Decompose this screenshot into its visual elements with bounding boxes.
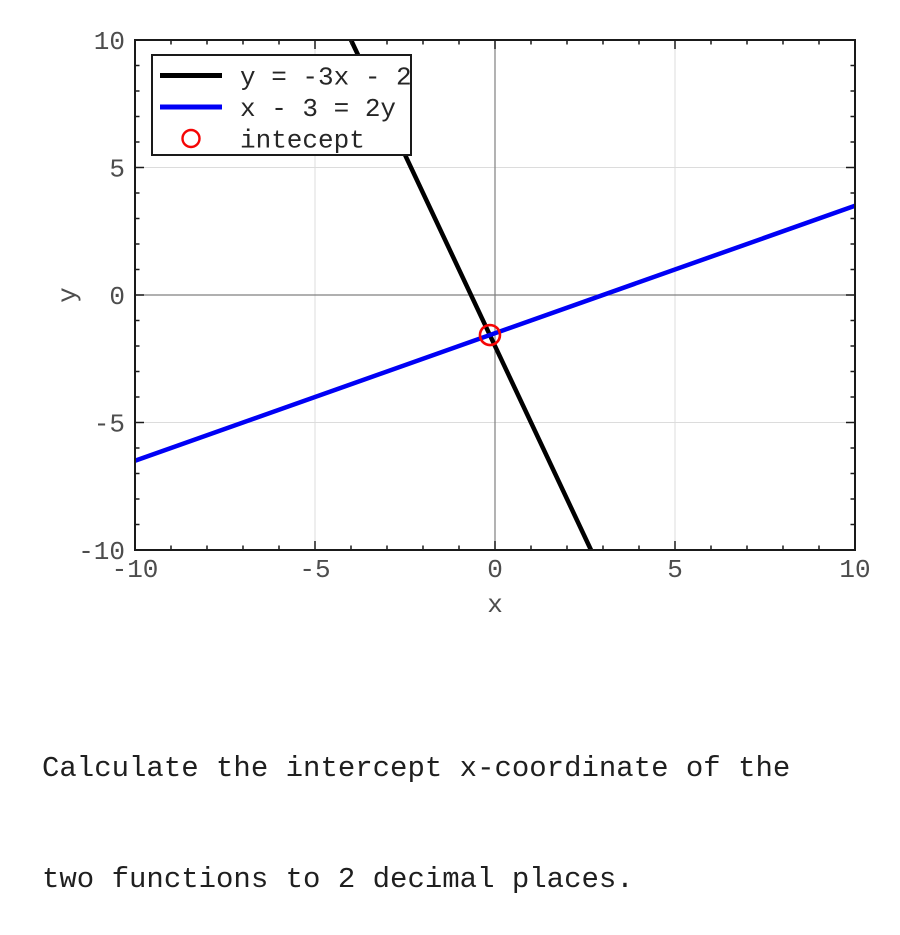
legend-intercept-marker-icon (181, 128, 201, 149)
x-axis-label: x (487, 590, 503, 620)
y-tick-label: 10 (94, 27, 125, 57)
question-line-2: two functions to 2 decimal places. (42, 863, 634, 896)
x-tick-label: 10 (839, 555, 870, 585)
x-tick-label: -10 (112, 555, 159, 585)
line-chart: -10 -5 0 5 10 -10 -5 0 5 10 x y y = -3x - 2 x - 3 =… (53, 27, 871, 620)
question-line-1: Calculate the intercept x-coordinate of … (42, 752, 791, 785)
intercept-marker (478, 323, 502, 347)
x-tick-label: 5 (667, 555, 683, 585)
legend-label-series2: x - 3 = 2y (240, 94, 396, 124)
series-line-2 (134, 203, 856, 463)
x-tick-label: -5 (299, 555, 330, 585)
legend: y = -3x - 2 x - 3 = 2y intecept (151, 54, 412, 156)
legend-label-series1: y = -3x - 2 (240, 63, 412, 93)
y-axis-label: y (53, 287, 83, 303)
y-tick-label: -10 (78, 537, 125, 567)
legend-label-intercept: intecept (240, 126, 365, 156)
chart-canvas: -10 -5 0 5 10 -10 -5 0 5 10 x y y = -3x - 2 x - 3 =… (53, 27, 871, 620)
question-text: Calculate the intercept x-coordinate of … (42, 676, 790, 935)
y-tick-label: 5 (109, 155, 125, 185)
y-tick-label: -5 (94, 410, 125, 440)
y-tick-label: 0 (109, 282, 125, 312)
x-tick-label: 0 (487, 555, 503, 585)
